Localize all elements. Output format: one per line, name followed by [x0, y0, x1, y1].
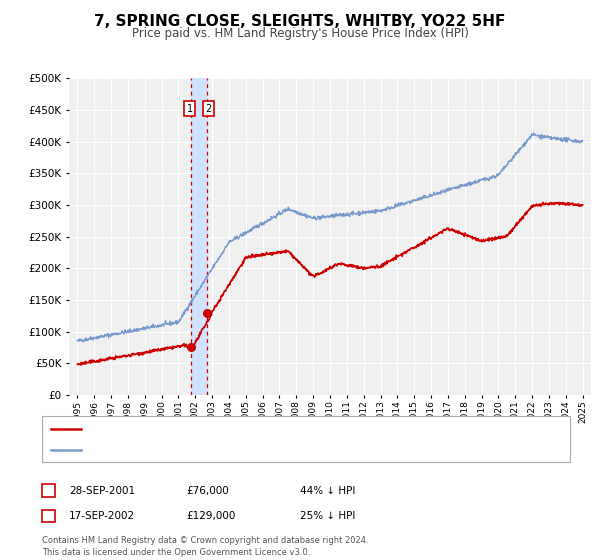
Bar: [191, 78, 207, 395]
Text: Price paid vs. HM Land Registry's House Price Index (HPI): Price paid vs. HM Land Registry's House …: [131, 27, 469, 40]
Text: 1: 1: [45, 486, 52, 496]
Text: 1: 1: [187, 104, 193, 114]
Text: Contains HM Land Registry data © Crown copyright and database right 2024.
This d: Contains HM Land Registry data © Crown c…: [42, 536, 368, 557]
Text: 2: 2: [45, 511, 52, 521]
Text: 25% ↓ HPI: 25% ↓ HPI: [300, 511, 355, 521]
Text: HPI: Average price, detached house, North Yorkshire: HPI: Average price, detached house, Nort…: [87, 445, 343, 455]
Text: £76,000: £76,000: [186, 486, 229, 496]
Text: 2: 2: [205, 104, 212, 114]
Text: 7, SPRING CLOSE, SLEIGHTS, WHITBY, YO22 5HF (detached house): 7, SPRING CLOSE, SLEIGHTS, WHITBY, YO22 …: [87, 424, 412, 434]
Text: 28-SEP-2001: 28-SEP-2001: [69, 486, 135, 496]
Text: 44% ↓ HPI: 44% ↓ HPI: [300, 486, 355, 496]
Text: 7, SPRING CLOSE, SLEIGHTS, WHITBY, YO22 5HF: 7, SPRING CLOSE, SLEIGHTS, WHITBY, YO22 …: [94, 14, 506, 29]
Text: £129,000: £129,000: [186, 511, 235, 521]
Text: 17-SEP-2002: 17-SEP-2002: [69, 511, 135, 521]
